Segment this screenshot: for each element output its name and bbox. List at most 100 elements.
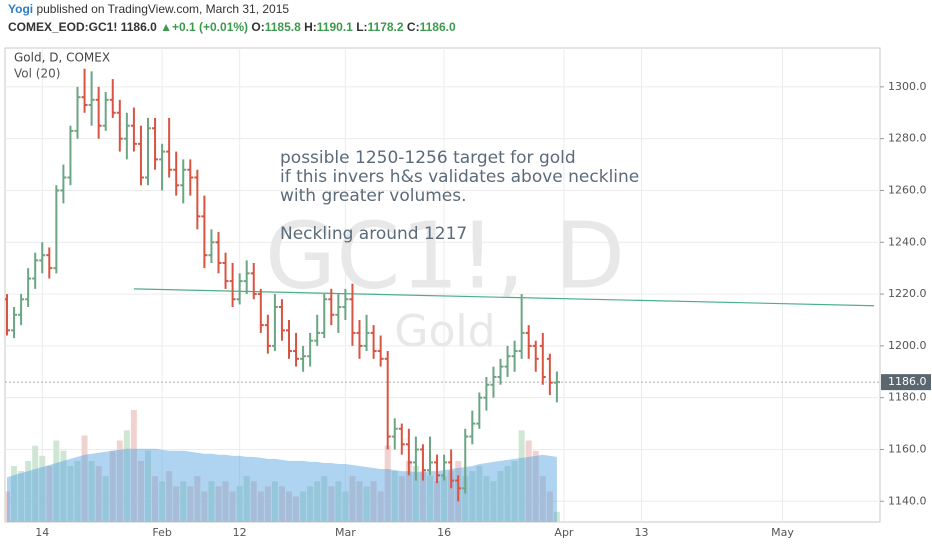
volume-bar [539,476,546,522]
volume-ma-area [7,448,557,522]
watermark-symbol: GC1!, D [265,202,625,309]
volume-bar [116,440,123,522]
y-tick-label: 1300.0 [888,80,927,93]
volume-bar [427,476,433,522]
volume-bar [173,486,180,522]
volume-bar [328,486,335,522]
annotation: possible 1250-1256 target for gold [280,148,576,168]
y-tick-label: 1220.0 [888,287,927,300]
legend-volume: Vol (20) [14,67,60,81]
neckline [133,288,875,307]
volume-bar [462,476,469,522]
volume-bar [532,450,539,522]
volume-bar [222,481,229,522]
quote-line: COMEX_EOD:GC1! 1186.0 ▲+0.1 (+0.01%) O:1… [8,20,456,34]
volume-bar [321,476,328,522]
x-tick-label: Mar [335,526,356,539]
volume-bar [511,460,518,522]
volume-bar [5,491,10,522]
volume-bar [300,491,307,522]
volume-bar [412,466,419,522]
volume-bar [441,476,448,522]
volume-bar [243,476,250,522]
y-tick-label: 1180.0 [888,391,927,404]
volume-bar [469,471,476,522]
y-tick-label: 1240.0 [888,235,927,248]
volume-bar [109,450,116,522]
volume-bar [419,471,426,522]
volume-bar [546,491,553,522]
h-label: H: [304,20,317,34]
volume-bar [145,450,151,522]
plot-frame [4,47,881,523]
volume-bar [349,476,356,522]
published: published on TradingView.com, March 31, … [36,2,290,16]
x-tick-label: 14 [35,526,49,539]
c-label: C: [406,20,420,34]
change: +0.1 (+0.01%) [171,20,249,34]
last-price-tag [881,374,931,391]
volume-bar [525,440,532,522]
volume-bar [194,476,201,522]
volume-bar [95,466,102,522]
volume-bar [497,471,504,522]
volume-bar [257,491,264,522]
volume-bar [32,445,39,522]
x-tick-label: May [771,526,794,539]
volume-bar [208,481,215,522]
annotation: Neckling around 1217 [280,224,467,244]
volume-bar [405,460,412,522]
y-tick-label: 1160.0 [888,442,927,455]
volume-bar [504,466,511,522]
legend-series: Gold, D, COMEX [14,51,110,65]
watermark-description: Gold [394,306,495,357]
volume-bar [180,481,187,522]
h-value: 1190.1 [316,20,353,34]
volume-bar [46,466,53,522]
volume-bar [518,430,525,522]
o-value: 1185.8 [264,20,301,34]
volume-bar [342,491,349,522]
x-tick-label: 12 [233,526,247,539]
volume-bar [356,481,363,522]
volume-bar [74,460,81,522]
volume-bar [448,471,455,522]
c-value: 1186.0 [419,20,456,34]
x-tick-label: 13 [635,526,649,539]
volume-bar [11,466,18,522]
volume-bar [187,486,194,522]
volume-bar [18,471,25,522]
author[interactable]: Yogi [8,2,34,16]
y-tick-label: 1200.0 [888,339,927,352]
volume-bar [490,481,497,522]
volume-bar [60,450,67,522]
y-tick-label: 1280.0 [888,132,927,145]
last: 1186.0 [120,20,157,34]
volume-bar [314,481,321,522]
x-tick-label: Apr [554,526,574,539]
volume-bar [152,476,159,522]
o-label: O: [251,20,265,34]
volume-bar [293,496,300,522]
volume-bar [25,460,32,522]
volume-bar [201,491,208,522]
up-arrow: ▲ [160,20,172,34]
volume-bar [363,486,370,522]
volume-bar [229,491,236,522]
volume-bar [286,491,292,522]
volume-bar [335,481,342,522]
volume-bar [271,481,278,522]
l-label: L: [356,20,368,34]
symbol: COMEX_EOD:GC1! [8,20,118,34]
volume-bar [434,481,441,522]
annotation: if this invers h&s validates above neckl… [280,167,639,187]
y-tick-label: 1260.0 [888,183,927,196]
volume-bar [166,471,173,522]
volume-bar [391,471,398,522]
volume-bar [130,410,137,522]
volume-bar [102,476,109,522]
volume-bar [384,445,391,522]
